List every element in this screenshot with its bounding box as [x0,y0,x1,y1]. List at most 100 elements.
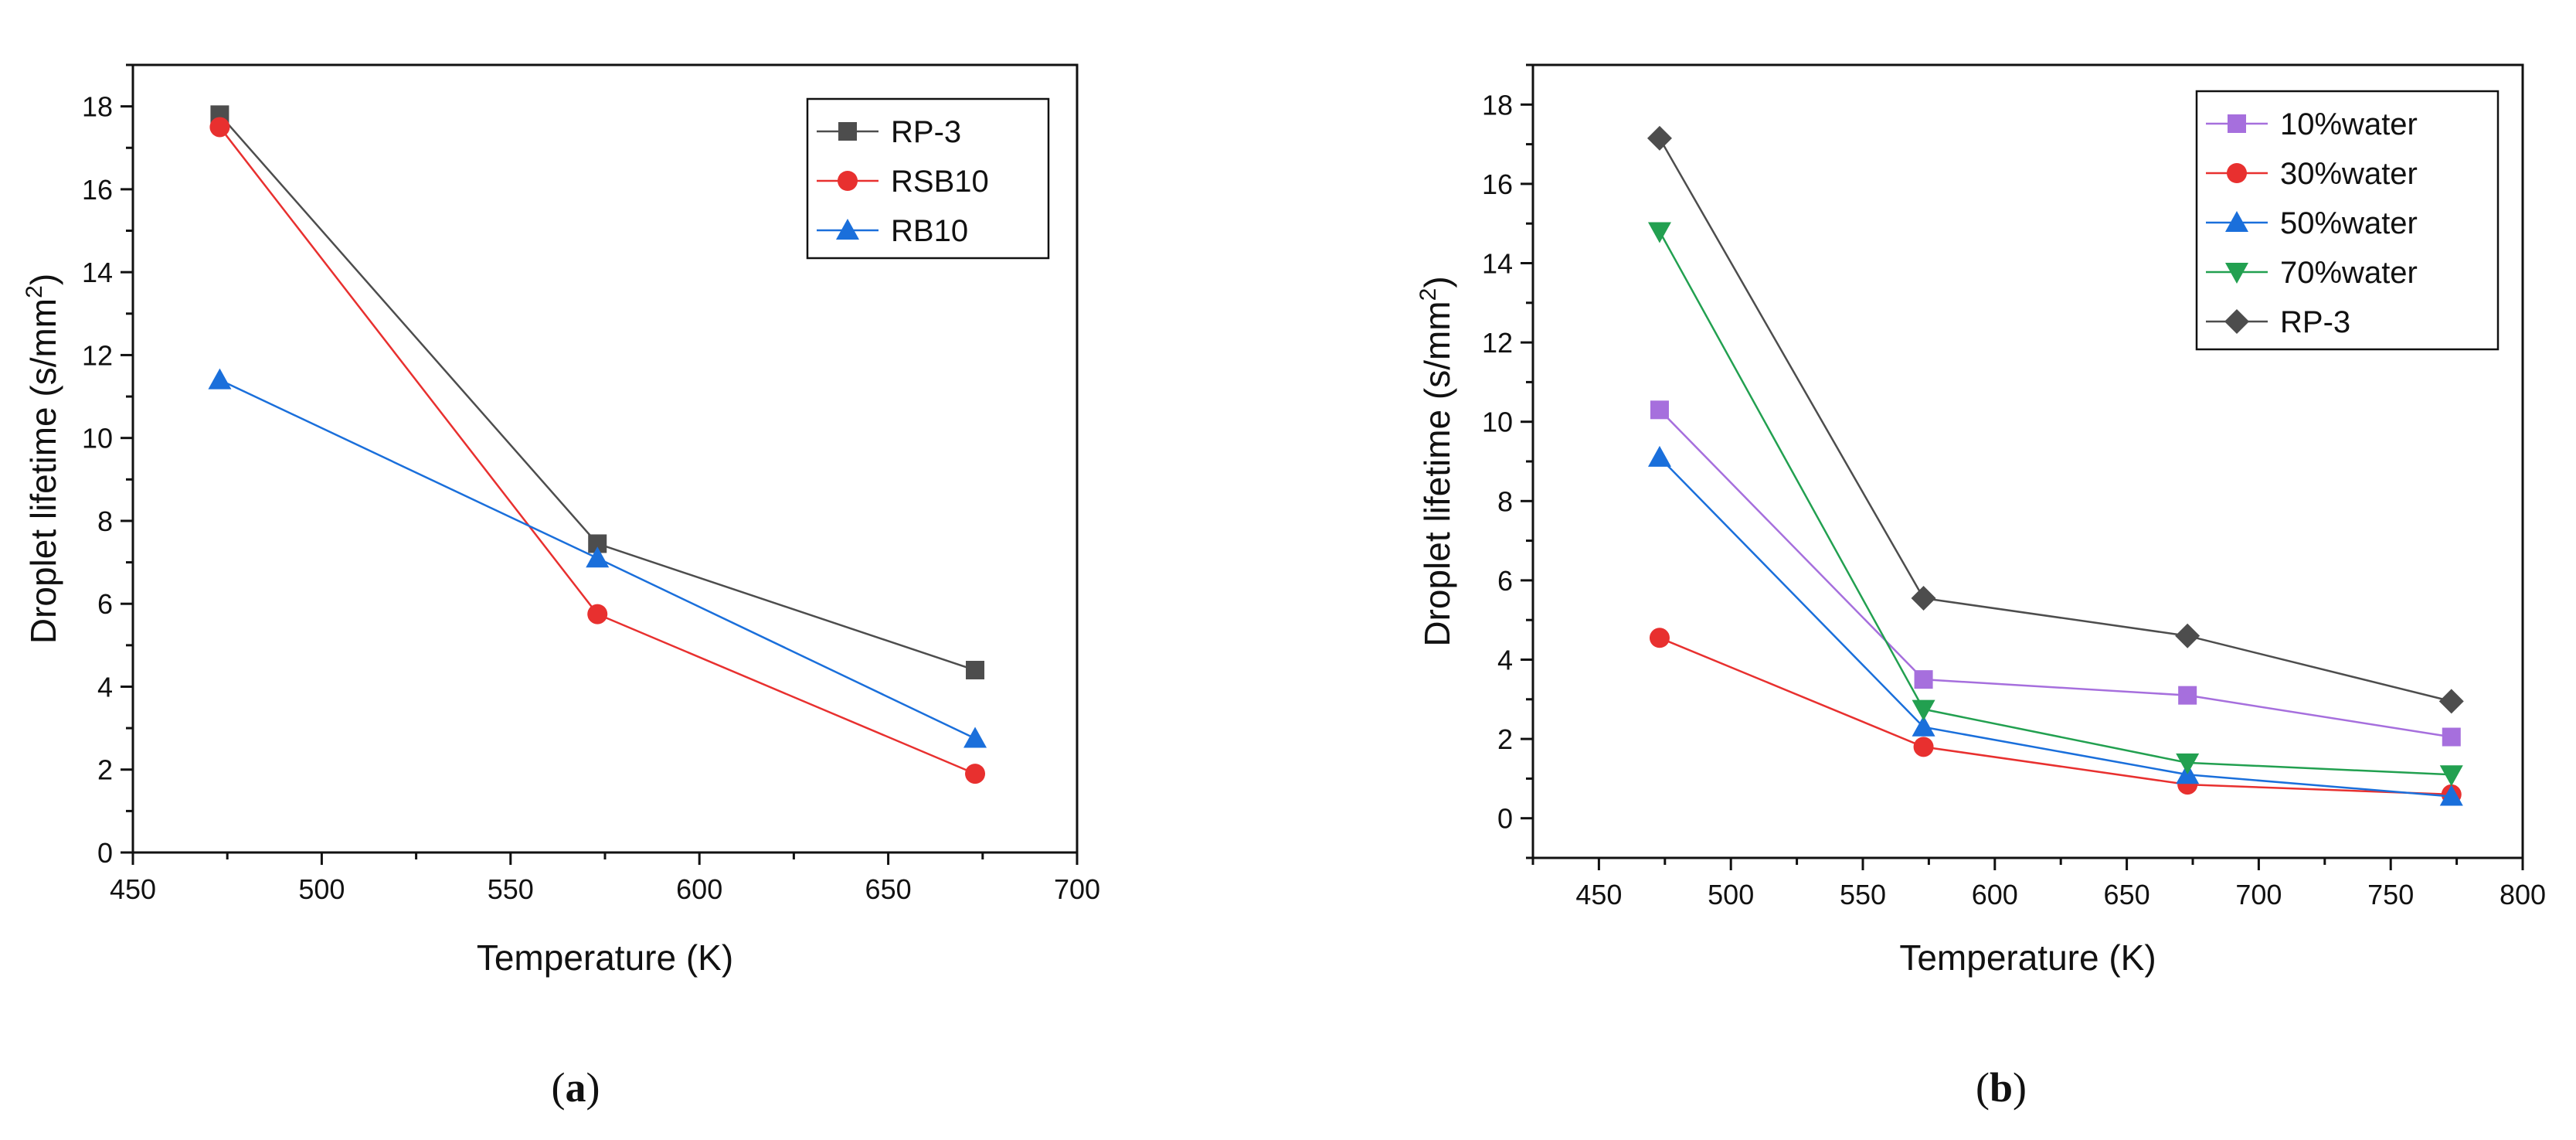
x-axis-title: Temperature (K) [477,938,733,978]
data-point-10%water-673 [2178,686,2197,705]
data-point-10%water-473 [1650,400,1669,420]
x-tick-label: 750 [2367,879,2414,910]
y-tick-label: 18 [82,91,113,123]
data-point-70%water-673 [2176,753,2200,774]
data-point-RSB10-473 [209,117,230,138]
series-line-RP-3 [1658,138,2452,703]
x-tick-label: 500 [298,873,345,905]
panel-label-open: ( [1976,1064,1990,1111]
legend-label: 10%water [2280,107,2418,141]
legend-marker-RB10 [836,219,859,240]
legend-marker-RP-3 [838,122,857,141]
x-tick-label: 800 [2500,879,2546,910]
data-point-10%water-773 [2442,727,2461,747]
data-point-70%water-473 [1647,222,1671,243]
series-line-70%water [1658,230,2452,776]
data-point-30%water-473 [1649,628,1670,648]
data-point-50%water-473 [1647,445,1671,467]
data-point-RSB10-673 [965,764,986,784]
panel-label-close: ) [586,1064,600,1111]
y-tick-label: 12 [82,339,113,371]
x-tick-label: 700 [2235,879,2282,910]
legend-marker-50%water [2225,211,2248,232]
data-point-70%water-573 [1912,699,1935,721]
x-tick-label: 450 [110,873,156,905]
data-point-50%water-573 [1912,715,1935,737]
data-point-RP-3-673 [2175,623,2200,648]
panel-label-close: ) [2013,1064,2027,1111]
y-tick-label: 0 [1497,803,1513,835]
legend-label: RP-3 [891,115,961,149]
y-axis-title-end: ) [1417,276,1457,288]
y-axis-title-end: ) [23,274,63,285]
data-point-70%water-773 [2439,765,2463,787]
panel-label-letter: a [566,1064,586,1111]
y-tick-label: 14 [1482,248,1513,280]
x-tick-label: 650 [865,873,912,905]
y-tick-label: 6 [97,588,113,620]
legend-label: 70%water [2280,256,2418,290]
legend-label: RP-3 [2280,305,2350,339]
data-point-RB10-573 [586,546,610,568]
legend-label: 30%water [2280,157,2418,191]
legend-marker-10%water [2228,114,2246,133]
x-axis-title: Temperature (K) [1899,938,2156,978]
data-point-RB10-473 [208,368,232,390]
data-point-RB10-673 [963,727,987,748]
y-axis-title: Droplet lifetime (s/mm2) [22,274,63,644]
y-axis-title-main: Droplet lifetime (s/mm [23,298,63,644]
y-tick-label: 18 [1482,89,1513,121]
legend-label: 50%water [2280,206,2418,240]
y-tick-label: 2 [1497,723,1513,755]
data-point-RP-3-773 [2438,689,2464,714]
legend-marker-RP-3 [2224,309,2249,334]
chart-panel-a: 450 500 550 600 650 700 0 2 4 6 8 10 12 14 16 18 Tempera… [22,63,1100,1111]
data-point-10%water-573 [1914,670,1933,689]
data-point-50%water-773 [2439,784,2463,806]
x-tick-label: 600 [1972,879,2018,910]
legend-marker-RSB10 [838,171,858,191]
series-line-50%water [1659,456,2452,798]
x-tick-label: 550 [488,873,534,905]
y-tick-label: 14 [82,257,113,288]
panel-label: (a) [552,1064,600,1111]
data-point-RP-3-673 [966,661,985,680]
panel-label-letter: b [1990,1064,2013,1111]
y-tick-label: 12 [1482,327,1513,359]
y-tick-label: 10 [82,423,113,454]
data-point-RSB10-573 [587,604,608,624]
y-tick-label: 8 [97,505,113,537]
legend-label: RB10 [891,214,968,248]
y-axis-title-superscript: 2 [1415,288,1441,301]
y-tick-label: 6 [1497,565,1513,597]
data-point-RP-3-573 [1911,585,1936,611]
legend-label: RSB10 [891,165,989,199]
y-tick-label: 0 [97,837,113,869]
y-tick-label: 4 [97,671,113,703]
y-axis-title: Droplet lifetime (s/mm2) [1415,276,1457,646]
x-tick-label: 550 [1840,879,1886,910]
y-tick-label: 10 [1482,407,1513,438]
panel-label-open: ( [552,1064,566,1111]
x-tick-label: 600 [676,873,722,905]
y-tick-label: 16 [1482,168,1513,200]
y-axis-title-superscript: 2 [22,285,47,298]
data-point-RP-3-473 [1647,125,1672,151]
x-tick-label: 450 [1575,879,1622,910]
y-tick-label: 8 [1497,485,1513,517]
chart-panel-b: 450 500 550 600 650 700 750 800 0 2 4 6 8 10 12 14 16 18 T… [1415,63,2546,1111]
legend-box [2195,90,2500,351]
x-tick-label: 650 [2104,879,2150,910]
x-tick-label: 500 [1708,879,1754,910]
y-tick-label: 16 [82,174,113,206]
x-tick-label: 700 [1054,873,1100,905]
data-point-30%water-573 [1913,737,1934,757]
legend-marker-70%water [2225,263,2248,284]
y-tick-label: 4 [1497,645,1513,676]
y-tick-label: 2 [97,754,113,786]
panel-label: (b) [1976,1064,2027,1111]
series-line-10%water [1659,409,2452,738]
series-line-30%water [1659,637,2452,796]
